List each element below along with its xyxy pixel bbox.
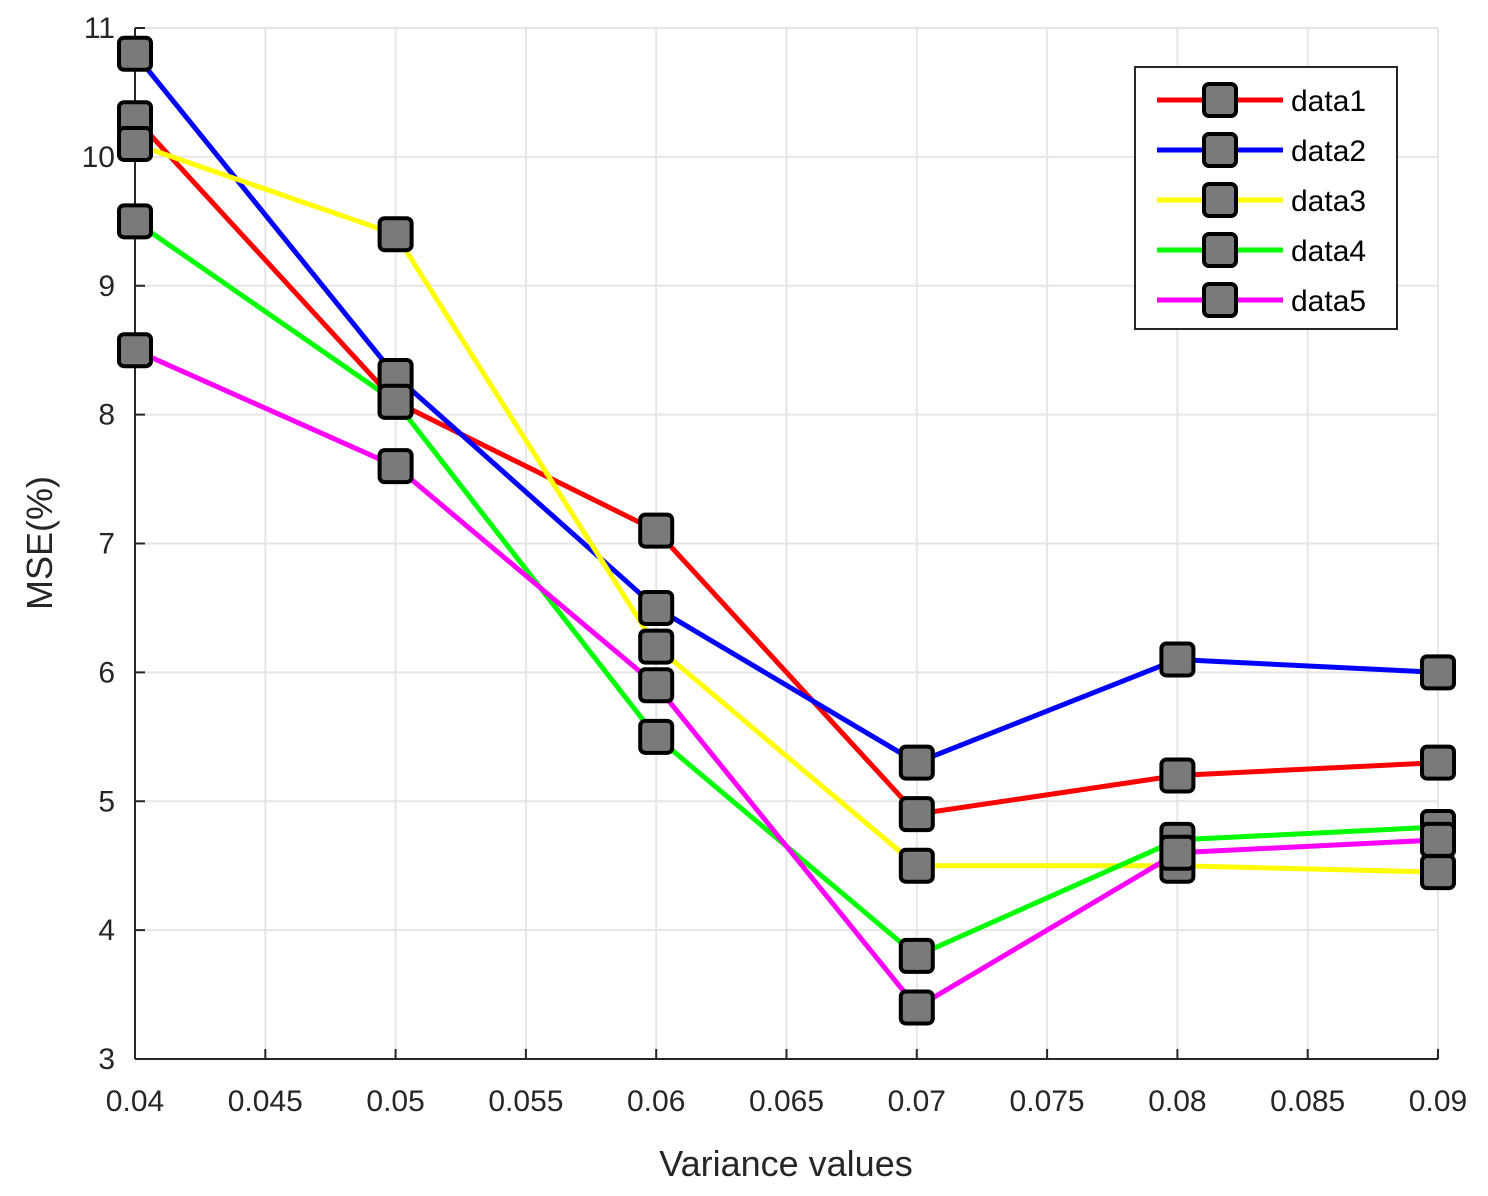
data-point-data2 [898, 744, 935, 781]
data-point-data3 [898, 847, 935, 884]
data-point-data1 [1420, 744, 1456, 781]
legend-label-data2: data2 [1291, 135, 1366, 168]
axes [134, 27, 1439, 1060]
y-tick-label: 10 [82, 141, 115, 174]
data-point-data3 [1420, 854, 1456, 891]
legend-label-data1: data1 [1291, 85, 1366, 118]
data-point-data1 [1159, 757, 1196, 794]
data-point-data3 [117, 125, 153, 162]
legend-marker-data2 [1202, 132, 1238, 168]
x-tick-label: 0.04 [106, 1085, 164, 1118]
x-tick-label: 0.075 [1010, 1085, 1085, 1118]
data-point-data3 [638, 628, 675, 665]
y-tick-label: 5 [98, 785, 115, 818]
series-line-data2 [133, 52, 1439, 766]
data-point-data4 [638, 718, 675, 755]
data-point-data5 [1159, 834, 1196, 871]
y-tick-label: 7 [98, 528, 115, 561]
y-axis-title: MSE(%) [19, 476, 60, 610]
y-tick-label: 4 [98, 914, 115, 947]
series-markers [117, 35, 1456, 1026]
data-point-data4 [117, 203, 153, 240]
series-line-data3 [134, 141, 1439, 875]
data-point-data5 [377, 448, 414, 485]
data-point-data1 [898, 796, 935, 833]
legend-marker-data3 [1202, 182, 1238, 218]
y-tick-labels: 3 4 5 6 7 8 9 10 11 [82, 12, 115, 1076]
x-tick-label: 0.055 [488, 1085, 563, 1118]
x-tick-label: 0.05 [366, 1085, 424, 1118]
series-lines [133, 52, 1439, 1010]
legend-marker-data5 [1202, 282, 1238, 318]
y-tick-label: 6 [98, 656, 115, 689]
data-point-data2 [1159, 641, 1196, 678]
legend-label-data3: data3 [1291, 185, 1366, 218]
data-point-data4 [898, 937, 935, 974]
x-tick-label: 0.09 [1409, 1085, 1467, 1118]
data-point-data1 [638, 512, 675, 549]
y-tick-label: 9 [98, 270, 115, 303]
legend-label-data4: data4 [1291, 235, 1366, 268]
data-point-data2 [638, 589, 675, 626]
legend-label-data5: data5 [1291, 285, 1366, 318]
data-point-data5 [1420, 821, 1456, 858]
series-line-data1 [133, 116, 1439, 817]
x-tick-label: 0.07 [888, 1085, 946, 1118]
series-line-data5 [133, 347, 1439, 1010]
legend-marker-data1 [1202, 82, 1238, 118]
data-point-data5 [117, 332, 153, 369]
data-point-data5 [638, 667, 675, 704]
data-point-data2 [1420, 654, 1456, 691]
data-point-data2 [117, 35, 153, 72]
x-tick-label: 0.045 [228, 1085, 303, 1118]
data-point-data5 [898, 989, 935, 1026]
legend: data1 data2 data3 data4 data5 [1134, 66, 1398, 330]
x-tick-label: 0.065 [749, 1085, 824, 1118]
x-tick-label: 0.085 [1270, 1085, 1345, 1118]
y-tick-label: 11 [84, 12, 115, 45]
y-tick-label: 3 [98, 1043, 115, 1076]
x-axis-title: Variance values [659, 1143, 912, 1184]
y-tick-label: 8 [98, 399, 115, 432]
data-point-data4 [377, 383, 414, 420]
x-tick-label: 0.08 [1148, 1085, 1206, 1118]
x-tick-labels: 0.04 0.045 0.05 0.055 0.06 0.065 0.07 0.075 0.08… [106, 1085, 1467, 1118]
x-tick-label: 0.06 [627, 1085, 685, 1118]
legend-marker-data4 [1202, 232, 1238, 268]
data-point-data3 [377, 216, 414, 253]
